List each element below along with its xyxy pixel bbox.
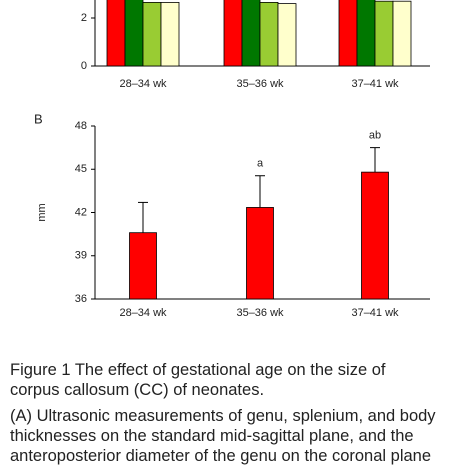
y-tick-label: 0 <box>81 60 87 72</box>
x-tick-label: 37–41 wk <box>351 78 399 90</box>
bar <box>129 232 157 300</box>
bar <box>361 171 389 300</box>
annotation: a <box>257 158 264 170</box>
x-tick-label: 35–36 wk <box>236 78 284 90</box>
y-axis-label: mm <box>36 203 48 221</box>
bar <box>246 207 274 300</box>
x-tick-label: 37–41 wk <box>351 307 399 319</box>
caption-line: Figure 1 The effect of gestational age o… <box>10 361 386 379</box>
chart: 0 2 28–34 wk 35–36 wk 37–41 wk 36 39 42 45 48 28–3… <box>34 0 430 319</box>
y-tick-label: 36 <box>75 293 87 305</box>
bar <box>241 0 261 67</box>
bar <box>106 0 126 67</box>
y-tick-label: 39 <box>75 250 87 262</box>
y-tick-label: 2 <box>81 12 87 24</box>
bar <box>392 0 412 67</box>
bar <box>374 0 394 67</box>
panel-label: B <box>34 111 43 126</box>
caption-line: thicknesses on the standard mid-sagittal… <box>10 427 414 445</box>
bar <box>142 2 162 67</box>
bar <box>160 2 180 67</box>
x-tick-label: 28–34 wk <box>119 307 167 319</box>
bar <box>338 0 358 67</box>
caption-line: corpus callosum (CC) of neonates. <box>10 381 265 399</box>
bar <box>277 3 297 67</box>
x-tick-label: 28–34 wk <box>119 78 167 90</box>
bar <box>259 2 279 67</box>
bar <box>124 0 144 67</box>
bar <box>223 0 243 67</box>
x-tick-label: 35–36 wk <box>236 307 284 319</box>
y-tick-label: 42 <box>75 206 87 218</box>
annotation: ab <box>369 130 381 142</box>
y-tick-label: 48 <box>75 120 87 132</box>
caption-line: anteroposterior diameter of the genu on … <box>10 447 432 465</box>
caption-line: (A) Ultrasonic measurements of genu, spl… <box>10 407 436 425</box>
y-tick-label: 45 <box>75 163 87 175</box>
bar <box>356 0 376 67</box>
